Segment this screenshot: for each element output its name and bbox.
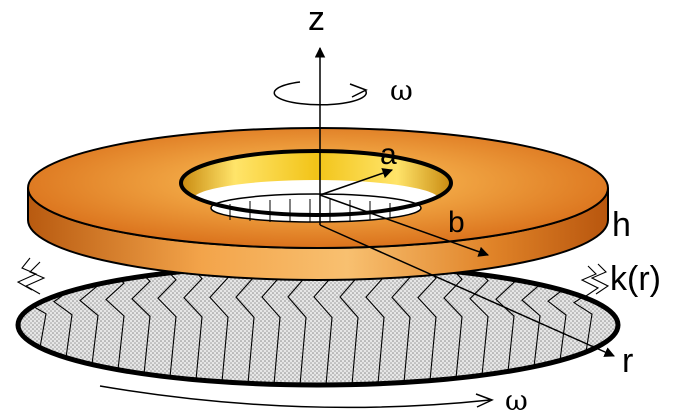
hole-rim [179,149,453,217]
foundation-spring [105,265,125,370]
inner-radius-label: a [380,138,397,171]
foundation-spring [469,265,489,376]
radial-axis [319,224,615,357]
bottom-rotation-arrow [99,385,494,409]
foundation-spring [287,265,307,385]
foundation-spring [417,265,437,381]
hole-bottom-opening [210,193,422,223]
thickness-label: h [612,206,631,244]
radial-axis-label: r [622,342,633,380]
foundation-spring [183,265,203,380]
foundation-spring [157,265,177,378]
foundation-spring [209,265,229,382]
foundation-spring [313,265,333,385]
foundation-spring [365,265,385,384]
foundation-spring [131,265,151,374]
outer-radius-line [319,194,489,257]
top-rotation-arrow [273,81,368,106]
foundation-base-ellipse [18,265,618,385]
z-axis-label: z [308,0,325,38]
disk-top-face [26,127,610,249]
left-edge-springs [16,257,46,295]
foundation-spring [443,265,463,379]
hole-springs [229,199,391,222]
outer-radius-label: b [448,206,465,239]
foundation-spring [339,265,359,385]
foundation-spring [261,265,281,385]
hole-inner-wall [181,151,451,200]
elastic-foundation [15,262,621,388]
central-hole [179,149,453,223]
right-edge-springs [580,263,610,297]
stiffness-label: k(r) [610,260,661,298]
foundation-spring [235,265,255,384]
foundation-spring [391,265,411,383]
top-omega-label: ω [390,74,413,107]
inner-radius-line [319,168,393,196]
bottom-omega-label: ω [505,384,528,416]
foundation-spring [495,265,515,372]
